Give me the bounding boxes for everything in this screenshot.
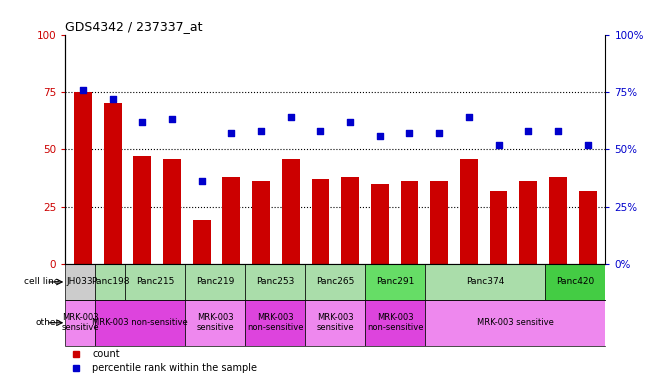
Bar: [305, 264, 365, 300]
Text: Panc374: Panc374: [466, 278, 505, 286]
Bar: [341, 177, 359, 264]
Bar: [282, 159, 299, 264]
Bar: [400, 182, 419, 264]
Bar: [104, 103, 122, 264]
Point: [553, 128, 563, 134]
Text: MRK-003
sensitive: MRK-003 sensitive: [61, 313, 99, 332]
Point: [286, 114, 296, 120]
Bar: [245, 300, 305, 346]
Text: MRK-003
sensitive: MRK-003 sensitive: [316, 313, 354, 332]
Point: [137, 119, 148, 125]
Text: Panc420: Panc420: [557, 278, 594, 286]
Point: [107, 96, 118, 102]
Point: [315, 128, 326, 134]
Point: [434, 130, 445, 136]
Bar: [546, 264, 605, 300]
Text: count: count: [92, 349, 120, 359]
Point: [345, 119, 355, 125]
Text: MRK-003
non-sensitive: MRK-003 non-sensitive: [247, 313, 303, 332]
Text: Panc253: Panc253: [256, 278, 294, 286]
Text: MRK-003
non-sensitive: MRK-003 non-sensitive: [367, 313, 424, 332]
Text: Panc291: Panc291: [376, 278, 415, 286]
Bar: [579, 190, 596, 264]
Bar: [312, 179, 329, 264]
Point: [197, 179, 207, 185]
Bar: [193, 220, 210, 264]
Point: [256, 128, 266, 134]
Text: percentile rank within the sample: percentile rank within the sample: [92, 363, 257, 373]
Bar: [65, 300, 95, 346]
Bar: [549, 177, 567, 264]
Point: [167, 116, 177, 122]
Bar: [95, 300, 185, 346]
Point: [77, 86, 88, 93]
Bar: [74, 92, 92, 264]
Bar: [490, 190, 508, 264]
Bar: [95, 264, 125, 300]
Bar: [133, 156, 151, 264]
Bar: [365, 264, 425, 300]
Text: JH033: JH033: [67, 278, 94, 286]
Bar: [252, 182, 270, 264]
Point: [226, 130, 236, 136]
Point: [523, 128, 533, 134]
Bar: [185, 264, 245, 300]
Point: [374, 132, 385, 139]
Text: GDS4342 / 237337_at: GDS4342 / 237337_at: [65, 20, 202, 33]
Point: [464, 114, 474, 120]
Bar: [65, 264, 95, 300]
Text: Panc215: Panc215: [136, 278, 174, 286]
Point: [583, 142, 593, 148]
Bar: [245, 264, 305, 300]
Text: MRK-003 sensitive: MRK-003 sensitive: [477, 318, 554, 327]
Text: other: other: [35, 318, 60, 327]
Bar: [125, 264, 185, 300]
Bar: [425, 300, 605, 346]
Bar: [365, 300, 425, 346]
Bar: [185, 300, 245, 346]
Point: [493, 142, 504, 148]
Text: Panc265: Panc265: [316, 278, 354, 286]
Bar: [305, 300, 365, 346]
Text: cell line: cell line: [24, 278, 60, 286]
Text: Panc219: Panc219: [196, 278, 234, 286]
Point: [404, 130, 415, 136]
Text: Panc198: Panc198: [91, 278, 130, 286]
Text: MRK-003 non-sensitive: MRK-003 non-sensitive: [92, 318, 188, 327]
Text: MRK-003
sensitive: MRK-003 sensitive: [197, 313, 234, 332]
Bar: [430, 182, 448, 264]
Bar: [223, 177, 240, 264]
Bar: [425, 264, 546, 300]
Bar: [371, 184, 389, 264]
Bar: [163, 159, 181, 264]
Bar: [460, 159, 478, 264]
Bar: [519, 182, 537, 264]
